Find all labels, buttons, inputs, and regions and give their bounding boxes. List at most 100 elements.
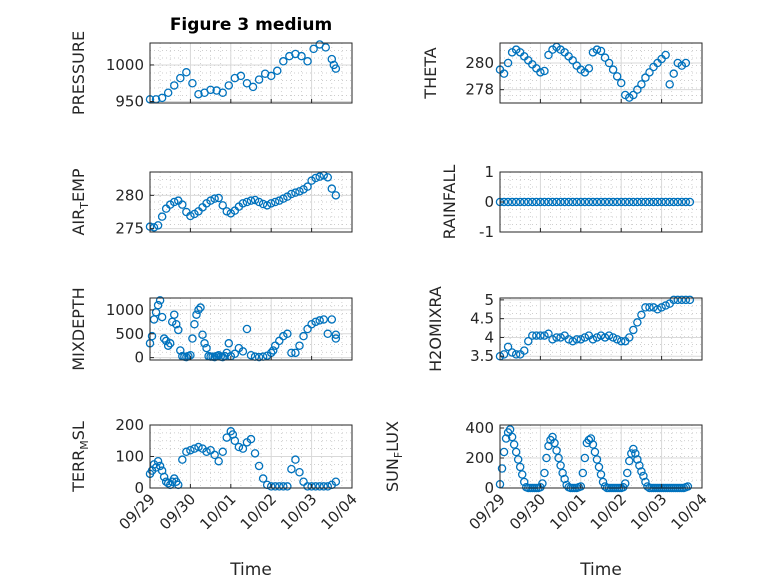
axes-box [149, 42, 353, 104]
data-point [169, 197, 179, 207]
data-point [299, 331, 308, 341]
data-point [230, 349, 240, 359]
data-point [174, 325, 183, 335]
data-point [507, 348, 517, 357]
data-point [218, 88, 227, 98]
data-point [295, 467, 304, 477]
data-point [620, 197, 630, 207]
data-point [266, 482, 276, 491]
x-tick-label: 10/03 [277, 490, 320, 533]
y-tick-label: 0 [484, 193, 494, 211]
data-point [661, 197, 670, 207]
x-tick-label: 10/03 [627, 490, 670, 533]
y-axis-label-subscript: M [78, 440, 91, 450]
data-point [327, 54, 337, 64]
data-point [629, 197, 638, 207]
grid [149, 172, 353, 232]
data-point [604, 58, 614, 68]
data-point [503, 58, 513, 68]
data-point [669, 295, 678, 305]
data-point [669, 69, 678, 78]
data-point [507, 432, 517, 442]
data-point [685, 295, 695, 305]
y-axis-label: MIXDEPTH [69, 287, 88, 370]
data-point [657, 303, 666, 312]
chart-terr_msl: 010020009/2909/3010/0110/0210/0310/04Tim… [69, 416, 361, 580]
data-point [206, 196, 215, 205]
y-tick-label: 278 [465, 81, 494, 99]
data-point [153, 221, 163, 230]
data-point [254, 197, 264, 207]
data-point [303, 57, 312, 66]
data-point [307, 482, 316, 491]
data-point [653, 305, 662, 314]
data-point [580, 453, 590, 463]
data-point [157, 93, 167, 103]
data-point [661, 50, 670, 60]
y-tick-label: 0 [134, 349, 144, 367]
data-point [580, 197, 590, 207]
data-point [532, 331, 541, 340]
data-point [528, 331, 537, 340]
data-point [192, 310, 201, 319]
data-point [250, 195, 260, 205]
y-axis-label: TERRMSL [69, 421, 91, 493]
y-axis-label: H2OMIXRA [426, 286, 445, 372]
data-point [625, 197, 634, 207]
data-point [323, 173, 333, 182]
data-point [222, 207, 232, 216]
data-point [275, 196, 284, 205]
data-point [214, 350, 223, 360]
data-point [669, 197, 678, 207]
data-point [165, 339, 175, 348]
figure-title: Figure 3 medium [170, 15, 332, 35]
data-point [524, 197, 533, 207]
data-point [315, 172, 324, 181]
data-point [194, 89, 203, 99]
data-point [254, 75, 264, 84]
y-tick-label: 1 [484, 163, 494, 181]
data-point [186, 445, 195, 455]
data-point [214, 193, 223, 203]
data-point [604, 331, 614, 340]
data-point [268, 346, 278, 355]
data-point [234, 442, 244, 452]
data-point [572, 197, 582, 207]
data-point [309, 44, 318, 54]
data-point [279, 57, 288, 66]
chart-h2omixra: 3.544.55 H2OMIXRA [426, 286, 703, 372]
data-point [287, 464, 296, 474]
data-point [303, 182, 312, 191]
data-point [600, 333, 610, 342]
data-point [608, 65, 618, 74]
x-tick-label: 10/04 [318, 490, 361, 533]
data-point [155, 461, 165, 471]
data-point [169, 310, 179, 319]
data-point [637, 467, 646, 476]
y-tick-label: 275 [115, 220, 144, 238]
data-point [600, 53, 610, 62]
data-point [556, 333, 565, 342]
data-point [509, 440, 519, 449]
data-point [505, 425, 515, 434]
data-point [291, 188, 300, 197]
data-point [643, 482, 652, 491]
axes-box [499, 424, 703, 489]
data-point [497, 464, 507, 473]
data-point [275, 482, 284, 491]
data-point [210, 450, 219, 460]
data-point [511, 197, 521, 207]
data-point [608, 197, 618, 207]
chart-pressure: 950 1000 PRESSURE [69, 31, 353, 115]
data-point [155, 296, 165, 305]
data-point [612, 72, 622, 81]
data-point [196, 303, 205, 312]
data-point [311, 317, 320, 327]
chart-mixdepth: 0 500 1000 MIXDEPTH [69, 287, 353, 371]
data-point [572, 335, 582, 344]
data-point [536, 68, 545, 77]
data-point [507, 197, 517, 207]
data-point [594, 462, 604, 472]
data-point [147, 331, 157, 341]
data-point [578, 468, 588, 478]
